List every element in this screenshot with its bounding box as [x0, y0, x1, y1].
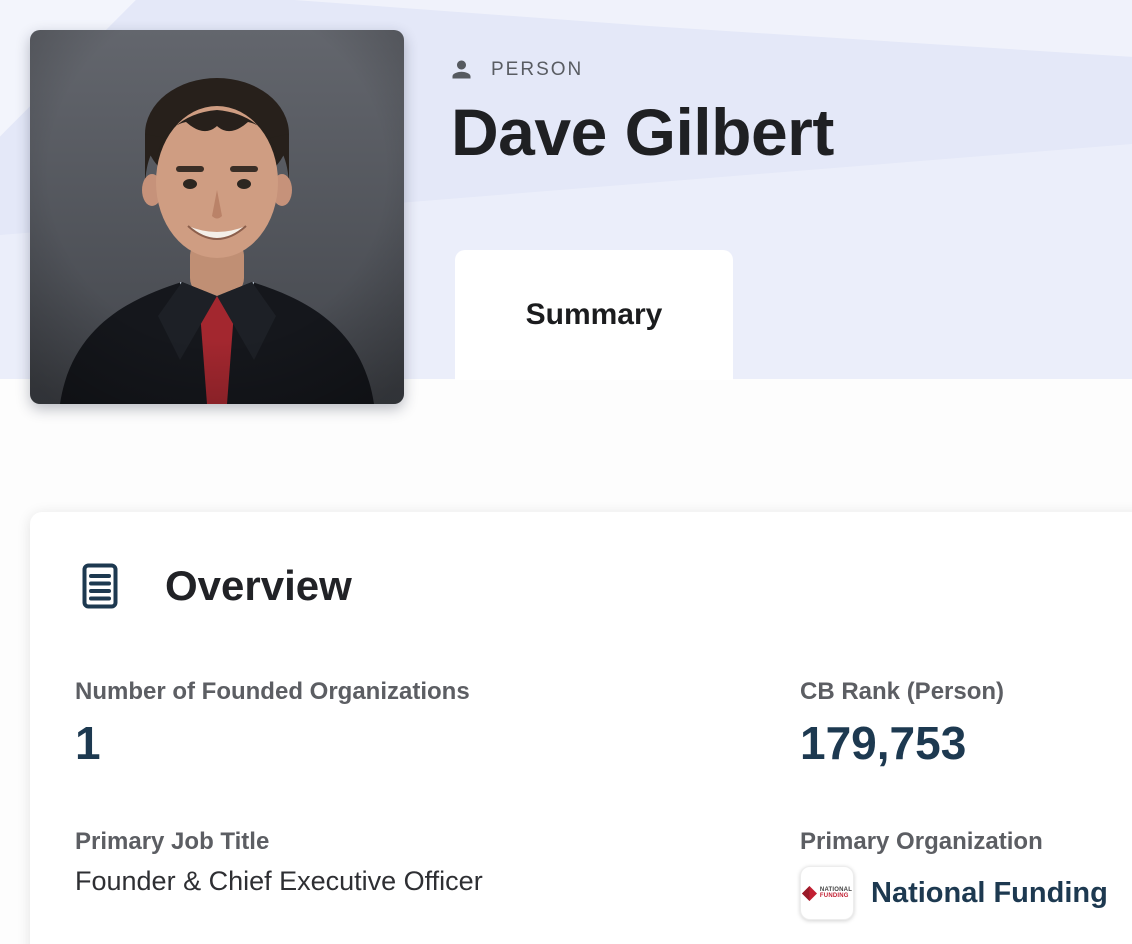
field-primary-job-title: Primary Job Title Founder & Chief Execut… [75, 828, 483, 897]
entity-type-label: PERSON [491, 58, 584, 80]
primary-org-row: NATIONAL FUNDING National Funding [800, 866, 1108, 920]
field-value: Founder & Chief Executive Officer [75, 866, 483, 896]
field-founded-orgs: Number of Founded Organizations 1 [75, 678, 470, 766]
field-label: CB Rank (Person) [800, 678, 1005, 705]
page-title: Dave Gilbert [451, 95, 834, 169]
tab-summary-label: Summary [525, 298, 663, 331]
overview-header: Overview [82, 562, 352, 610]
profile-photo[interactable] [30, 30, 404, 404]
logo-text: NATIONAL FUNDING [820, 887, 852, 899]
person-icon [452, 60, 471, 79]
document-icon [82, 563, 118, 609]
field-label: Number of Founded Organizations [75, 678, 470, 705]
national-funding-logo[interactable]: NATIONAL FUNDING [800, 866, 854, 920]
field-value: 179,753 [800, 717, 967, 769]
primary-org-link[interactable]: National Funding [871, 876, 1108, 909]
entity-type-row: PERSON [448, 56, 583, 83]
field-label: Primary Organization [800, 828, 1043, 855]
section-title: Overview [165, 562, 352, 609]
field-value: 1 [75, 717, 101, 769]
logo-diamond-icon [801, 885, 817, 901]
logo-line2: FUNDING [819, 893, 849, 899]
field-cb-rank: CB Rank (Person) 179,753 [800, 678, 1004, 766]
logo-line1: NATIONAL [819, 887, 853, 893]
field-label: Primary Job Title [75, 828, 270, 855]
overview-card: Overview Number of Founded Organizations… [30, 512, 1132, 944]
field-primary-organization: Primary Organization NATIONAL FUNDING Na… [800, 828, 1108, 920]
tab-summary[interactable]: Summary [455, 250, 733, 380]
portrait-illustration [30, 30, 404, 404]
